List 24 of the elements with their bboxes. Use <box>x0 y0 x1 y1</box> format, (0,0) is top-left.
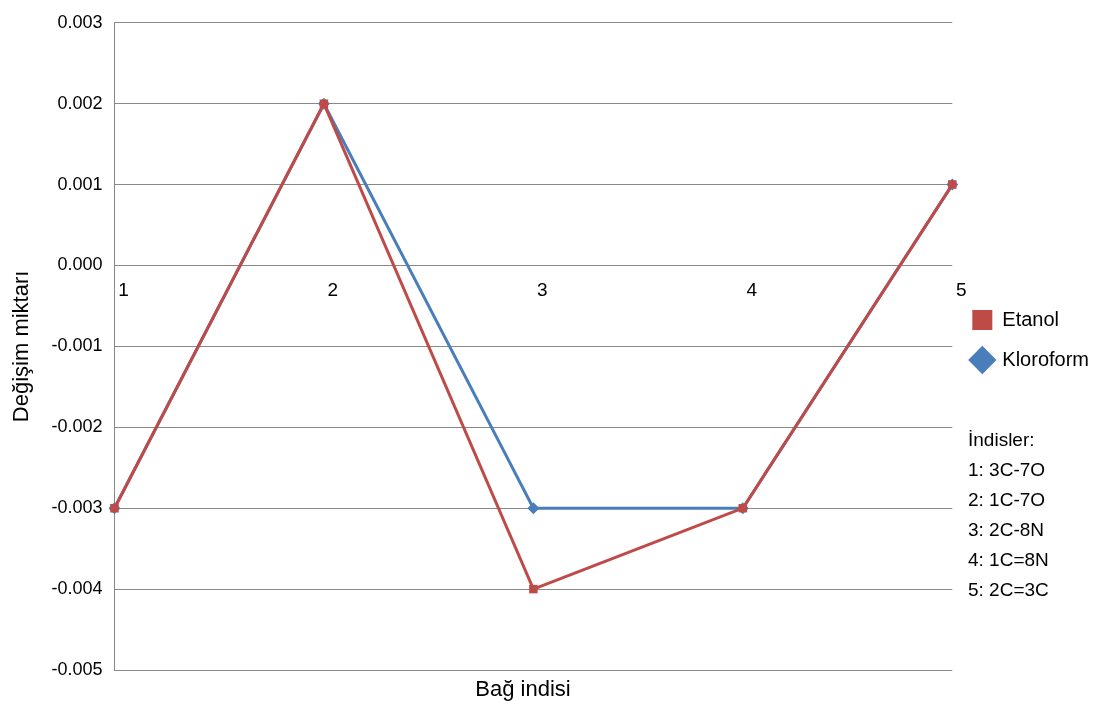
y-tick-label: -0.005 <box>51 658 103 679</box>
y-tick-label: 0.002 <box>57 92 103 113</box>
text: 4: 1C=8N <box>968 548 1049 572</box>
y-tick-label: -0.004 <box>51 578 103 599</box>
text: İndisler: <box>968 428 1036 452</box>
text: 3: 2C-8N <box>968 518 1046 542</box>
y-tick-label: -0.002 <box>51 416 103 437</box>
y-axis-title: Değişim miktarı <box>8 270 34 423</box>
y-tick-label: 0.001 <box>57 173 103 194</box>
y-tick-label: 0.003 <box>57 11 103 32</box>
legend-label: Etanol <box>1002 307 1060 330</box>
x-tick-label: 5 <box>956 279 967 301</box>
x-tick-label: 2 <box>327 279 339 301</box>
y-tick-label: 0.000 <box>57 254 103 275</box>
y-tick-label: -0.003 <box>51 497 103 518</box>
text: 2: 1C-7O <box>968 488 1047 512</box>
text: 5: 2C=3C <box>968 578 1049 602</box>
y-tick-label: -0.001 <box>51 335 103 356</box>
legend-label: Kloroform <box>1002 347 1090 370</box>
x-tick-label: 1 <box>118 279 129 301</box>
x-tick-label: 4 <box>746 279 758 301</box>
x-tick-label: 3 <box>537 279 548 301</box>
x-axis-title: Bağ indisi <box>474 676 572 702</box>
text: 1: 3C-7O <box>968 458 1047 482</box>
